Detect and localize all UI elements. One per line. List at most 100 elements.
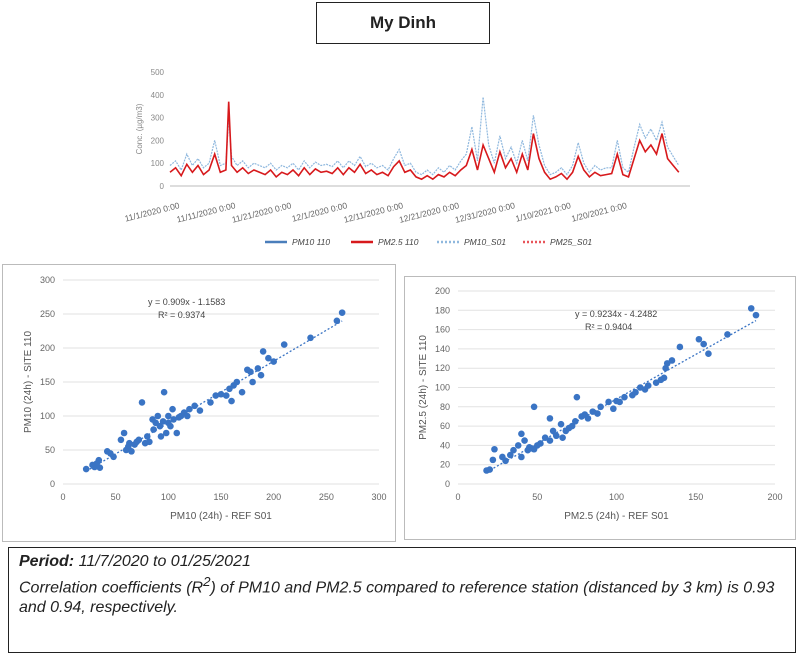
scatter-pm10-chart: 0 50 100 150 200 250 300 0 50 100 150 200 250 300 PM10… [23, 275, 387, 522]
data-point [128, 448, 135, 455]
data-point [270, 358, 277, 365]
data-point [82, 465, 90, 473]
data-point [510, 446, 517, 454]
x-tick-label: 50 [532, 492, 542, 502]
correlation-sup: 2 [203, 574, 211, 589]
data-point [521, 437, 528, 444]
data-point [663, 360, 671, 367]
legend-label: PM10 110 [292, 237, 330, 247]
data-point [559, 434, 566, 441]
data-point [280, 341, 288, 348]
x-axis-label: PM2.5 (24h) - REF S01 [564, 511, 669, 522]
data-point [652, 379, 660, 386]
trendline [486, 320, 757, 473]
data-point [668, 357, 676, 364]
data-point [126, 439, 133, 447]
y-tick-label: 0 [160, 182, 165, 191]
y-tick-label: 0 [445, 479, 450, 489]
data-point [233, 378, 241, 386]
r-squared: R² = 0.9374 [158, 310, 205, 320]
correlation-text: Correlation coefficients (R2) of PM10 an… [19, 572, 785, 618]
y-tick-label: 80 [440, 402, 450, 412]
y-tick-label: 250 [40, 309, 55, 319]
data-point [117, 436, 125, 444]
x-axis-label: PM10 (24h) - REF S01 [170, 511, 272, 522]
data-point [146, 438, 153, 446]
y-tick-label: 100 [151, 159, 165, 168]
legend-label: PM10_S01 [464, 237, 506, 247]
data-point [167, 422, 174, 430]
y-tick-label: 100 [40, 411, 55, 421]
x-tick-label: 200 [767, 492, 782, 502]
data-point [700, 340, 707, 348]
y-axis-label: PM2.5 (24h) - SITE 110 [418, 335, 429, 440]
r-squared: R² = 0.9404 [585, 322, 632, 332]
data-point [546, 415, 554, 422]
x-tick-label: 12/21/2020 0:00 [398, 200, 460, 225]
data-point [514, 442, 522, 449]
data-point [212, 392, 220, 399]
data-point [186, 405, 193, 413]
y-tick-label: 400 [151, 91, 165, 100]
x-tick-label: 0 [455, 492, 460, 502]
data-point [157, 433, 165, 440]
trend-equation: y = 0.909x - 1.1583 [148, 297, 225, 307]
data-point [660, 374, 668, 382]
data-point [254, 365, 262, 372]
y-tick-label: 120 [435, 363, 450, 373]
data-point [616, 398, 623, 406]
data-point [159, 418, 167, 425]
data-point [644, 382, 652, 389]
data-point [228, 397, 235, 405]
y-tick-label: 40 [440, 440, 450, 450]
data-point [486, 466, 493, 473]
data-point [747, 305, 755, 312]
data-point [162, 429, 170, 437]
data-point [489, 456, 497, 464]
data-point [307, 334, 314, 342]
y-tick-label: 300 [40, 275, 55, 285]
data-point [160, 388, 168, 396]
data-point [259, 348, 267, 355]
data-point [120, 429, 128, 437]
y-tick-label: 500 [151, 68, 165, 77]
y-tick-label: 200 [435, 286, 450, 296]
y-tick-label: 60 [440, 421, 450, 431]
period-line: Period: 11/7/2020 to 01/25/2021 [19, 552, 785, 572]
x-tick-label: 11/11/2020 0:00 [176, 200, 237, 224]
x-tick-label: 11/1/2020 0:00 [124, 200, 181, 223]
trend-equation: y = 0.9234x - 4.2482 [575, 309, 657, 319]
data-point [573, 393, 581, 401]
series-pm25-110-line [169, 101, 680, 181]
data-point [222, 392, 230, 399]
correlation-suffix: ) of PM10 and PM2.5 compared to referenc… [19, 579, 775, 617]
data-point [207, 399, 214, 406]
data-point [247, 368, 254, 376]
data-point [257, 371, 265, 379]
data-point [676, 343, 684, 351]
x-tick-label: 150 [213, 492, 228, 502]
data-point [597, 403, 604, 411]
data-point [110, 453, 117, 461]
y-axis-label: PM10 (24h) - SITE 110 [23, 331, 34, 434]
timeseries-chart: 0 100 200 300 400 500 Conc. (µg/m3) 11/1/2020 0… [124, 68, 690, 247]
data-point [249, 378, 256, 386]
notes-box: Period: 11/7/2020 to 01/25/2021 Correlat… [8, 547, 796, 653]
y-tick-label: 180 [435, 305, 450, 315]
legend-label: PM25_S01 [550, 237, 592, 247]
page-title: My Dinh [316, 2, 490, 44]
data-point [546, 437, 554, 444]
scatter-pm10-panel: 0 50 100 150 200 250 300 0 50 100 150 200 250 300 PM10… [2, 264, 396, 542]
data-point [724, 331, 731, 338]
y-tick-label: 50 [45, 445, 55, 455]
data-point [541, 434, 549, 441]
x-tick-label: 200 [266, 492, 281, 502]
series-pm10-s01-line [169, 97, 680, 176]
x-tick-label: 250 [319, 492, 334, 502]
data-point [632, 389, 639, 396]
data-point [568, 422, 576, 430]
legend-label: PM2.5 110 [378, 237, 419, 247]
scatter-pm25-panel: 0 20 40 60 80 100 120 140 160 180 200 0 50 100 150 200 P… [404, 276, 796, 540]
data-point [557, 420, 565, 428]
data-point [705, 350, 712, 358]
